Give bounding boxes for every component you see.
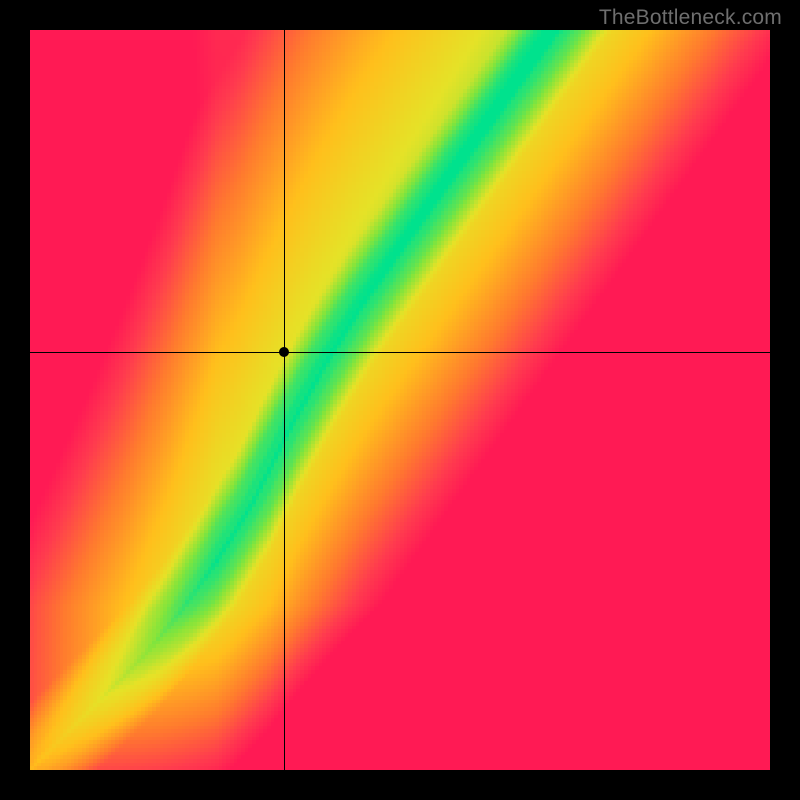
crosshair-vertical xyxy=(284,30,285,770)
heatmap-plot xyxy=(30,30,770,770)
crosshair-marker-dot xyxy=(279,347,289,357)
watermark-text: TheBottleneck.com xyxy=(599,6,782,30)
heatmap-canvas xyxy=(30,30,770,770)
crosshair-horizontal xyxy=(30,352,770,353)
